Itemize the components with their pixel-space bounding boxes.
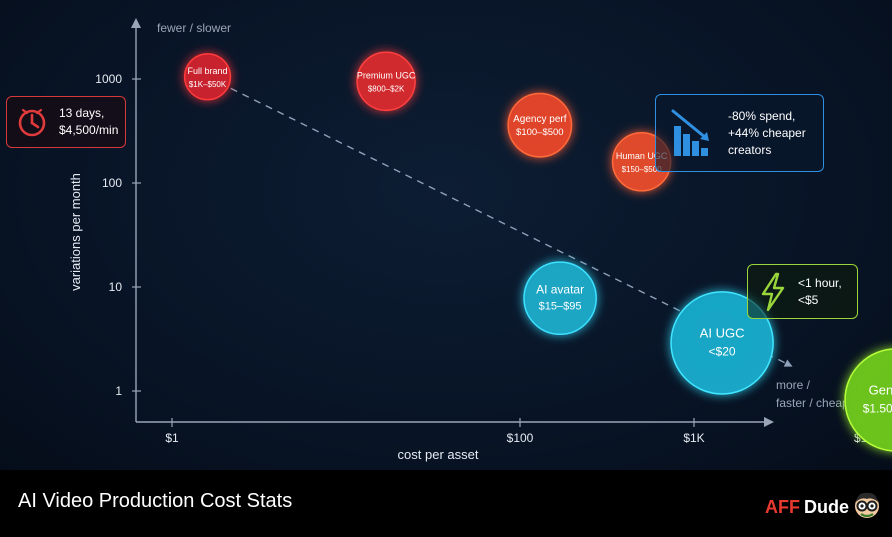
- brand-aff-text: AFF: [765, 497, 800, 517]
- point-full-brand: [183, 53, 232, 101]
- corner-label-bottom-right-1: more /: [776, 378, 811, 392]
- footer-bar: AI Video Production Cost Stats AFF Dude: [0, 470, 892, 537]
- brand-dude-text: Dude: [804, 497, 849, 517]
- corner-label-top-left: fewer / slower: [157, 21, 231, 35]
- point-gen-apis: [844, 348, 892, 452]
- callout-spend-line3: creators: [728, 142, 772, 157]
- point-label-name: Full brand: [188, 66, 228, 76]
- x-tick-label: $1: [165, 431, 179, 445]
- point-ai-ugc: [670, 291, 774, 395]
- brand-logo[interactable]: AFF Dude: [765, 490, 882, 525]
- scatter-chart: $1$100$1K$10K1101001000cost per assetvar…: [68, 18, 892, 462]
- callout-spend-line1: -80% spend,: [728, 108, 796, 123]
- callout-time-line2: $4,500/min: [59, 123, 119, 137]
- point-label-name: AI avatar: [536, 283, 584, 297]
- x-tick-label: $100: [507, 431, 534, 445]
- x-tick-label: $1K: [683, 431, 704, 445]
- point-label-range: $1K–$50K: [189, 80, 227, 89]
- trend-arrow: [207, 76, 793, 367]
- point-ai-avatar: [523, 261, 597, 336]
- callout-time: 13 days, $4,500/min: [6, 96, 126, 148]
- point-label-name: Agency perf: [513, 114, 567, 125]
- chart-canvas: $1$100$1K$10K1101001000cost per assetvar…: [0, 0, 892, 470]
- point-label-name: Human UGC: [616, 151, 668, 161]
- y-axis-title: variations per month: [68, 173, 83, 291]
- point-label-range: <$20: [709, 344, 736, 358]
- callout-spend-line2: +44% cheaper: [728, 125, 806, 140]
- callout-time-line1: 13 days,: [59, 106, 105, 120]
- x-axis-title: cost per asset: [398, 447, 479, 462]
- point-label-range: $800–$2K: [368, 84, 405, 93]
- clock-icon: [17, 107, 47, 137]
- y-tick-label: 1: [115, 384, 122, 398]
- callout-fast-line2: <$5: [798, 292, 819, 307]
- mascot-face-icon: [852, 490, 882, 525]
- callout-fast-line1: <1 hour,: [798, 275, 842, 290]
- point-agency-perf: [507, 92, 573, 158]
- point-label-range: $150–$500: [622, 165, 663, 174]
- footer-title: AI Video Production Cost Stats: [18, 490, 293, 512]
- point-label-name: Gen APIs: [869, 382, 892, 397]
- lightning-icon: [758, 272, 788, 312]
- point-label-name: AI UGC: [700, 325, 745, 340]
- point-label-range: $1.50–$4.80: [863, 401, 892, 415]
- callout-fast: <1 hour, <$5: [747, 264, 858, 319]
- point-label-range: $15–$95: [539, 301, 582, 313]
- point-premium-ugc: [356, 51, 416, 112]
- y-tick-label: 10: [109, 280, 123, 294]
- y-tick-label: 100: [102, 176, 122, 190]
- bar-chart-down-icon: [670, 108, 714, 158]
- point-label-range: $100–$500: [516, 127, 564, 138]
- callout-spend: -80% spend, +44% cheaper creators: [655, 94, 824, 172]
- corner-label-bottom-right-2: faster / cheaper: [776, 396, 859, 410]
- y-tick-label: 1000: [95, 72, 122, 86]
- point-label-name: Premium UGC: [357, 70, 416, 80]
